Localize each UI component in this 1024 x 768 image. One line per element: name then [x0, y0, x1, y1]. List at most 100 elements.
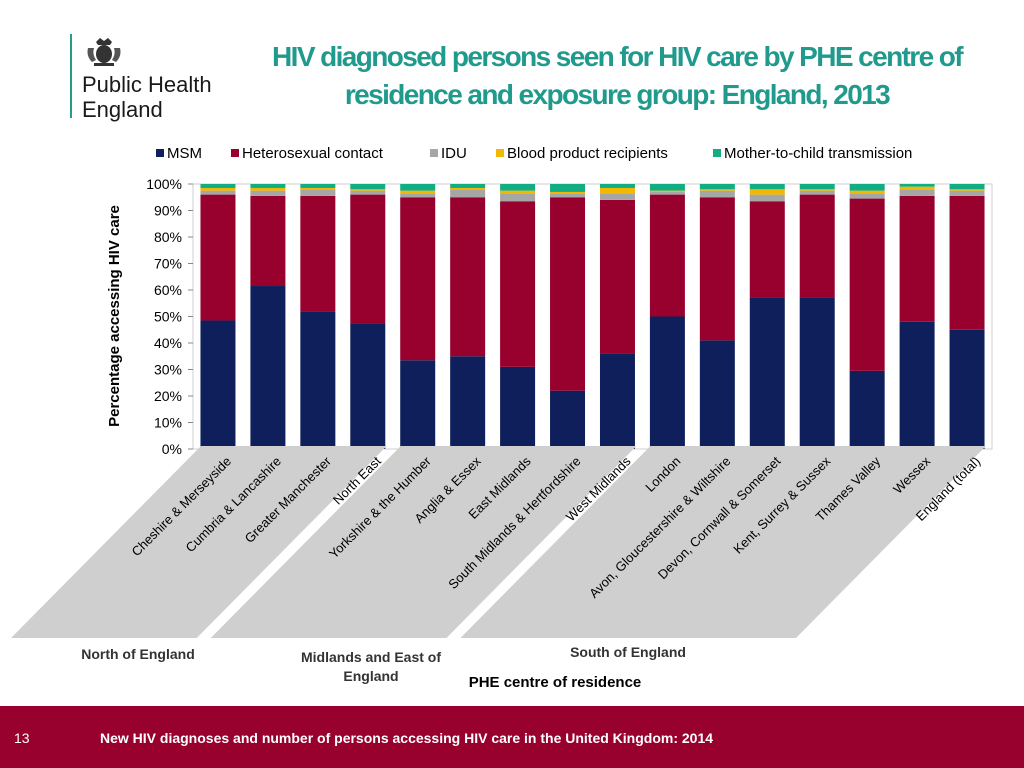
group-label-midlands-and-east-of-england: Midlands and East of England: [301, 649, 441, 684]
bar-segment-msm: [250, 286, 286, 449]
bar-segment-heterosexual-contact: [250, 195, 286, 287]
bar-segment-heterosexual-contact: [200, 194, 236, 321]
bar-segment-idu: [200, 190, 236, 195]
legend-swatch-msm: [156, 149, 164, 157]
bar-segment-mother-to-child-transmission: [550, 184, 586, 192]
legend-label-idu: IDU: [441, 145, 467, 162]
legend-swatch-idu: [430, 149, 438, 157]
bar-segment-msm: [599, 353, 635, 449]
bar-segment-heterosexual-contact: [500, 201, 536, 367]
bar-segment-heterosexual-contact: [550, 197, 586, 391]
bar-segment-idu: [500, 193, 536, 202]
bar-segment-msm: [949, 329, 985, 449]
bar-segment-mother-to-child-transmission: [899, 184, 935, 187]
bar-segment-blood-product-recipients: [500, 190, 536, 194]
bar-segment-mother-to-child-transmission: [649, 184, 685, 191]
bar-segment-blood-product-recipients: [899, 186, 935, 190]
bar-segment-mother-to-child-transmission: [599, 184, 635, 188]
royal-crest-icon: [87, 38, 121, 66]
logo-line-2: England: [82, 97, 163, 122]
bar-segment-idu: [300, 189, 336, 196]
bar-segment-mother-to-child-transmission: [500, 184, 536, 191]
bar-segment-heterosexual-contact: [300, 195, 336, 312]
legend-swatch-mother-to-child-transmission: [713, 149, 721, 157]
bar-segment-mother-to-child-transmission: [400, 184, 436, 191]
stacked-bar-chart: MSM Heterosexual contact IDU Blood product …: [11, 145, 993, 691]
bar-segment-blood-product-recipients: [250, 187, 286, 191]
bar-segment-msm: [849, 370, 885, 449]
bar-segment-idu: [550, 193, 586, 198]
bar-segment-blood-product-recipients: [849, 190, 885, 194]
bar-segment-idu: [450, 189, 486, 198]
bar-segment-blood-product-recipients: [350, 189, 386, 191]
bar-segment-blood-product-recipients: [649, 190, 685, 192]
bar-segment-heterosexual-contact: [400, 197, 436, 361]
bar-segment-blood-product-recipients: [300, 187, 336, 190]
x-axis-title: PHE centre of residence: [469, 674, 642, 691]
bar-segment-blood-product-recipients: [450, 187, 486, 190]
bar-segment-msm: [649, 316, 685, 449]
group-label-north-of-england: North of England: [81, 646, 195, 662]
y-tick-label: 90%: [154, 203, 182, 219]
page-title: HIV diagnosed persons seen for HIV care …: [272, 41, 964, 110]
y-tick-label: 70%: [154, 256, 182, 272]
bar-segment-heterosexual-contact: [699, 197, 735, 341]
logo-line-1: Public Health: [82, 72, 212, 97]
bar-segment-mother-to-child-transmission: [699, 184, 735, 190]
bar-segment-mother-to-child-transmission: [250, 184, 286, 188]
bar-segment-msm: [799, 297, 835, 449]
bar-segment-msm: [400, 360, 436, 449]
bar-segment-msm: [550, 390, 586, 449]
bar-segment-blood-product-recipients: [200, 187, 236, 191]
bar-segment-heterosexual-contact: [949, 195, 985, 330]
y-tick-label: 80%: [154, 229, 182, 245]
bar-segment-blood-product-recipients: [550, 191, 586, 194]
bar-segment-idu: [899, 189, 935, 196]
bar-segment-blood-product-recipients: [799, 189, 835, 191]
bar-segment-blood-product-recipients: [599, 187, 635, 194]
bar-segment-msm: [699, 340, 735, 449]
bar-segment-idu: [250, 190, 286, 196]
bar-segment-msm: [300, 311, 336, 449]
bar-segment-idu: [649, 191, 685, 195]
bar-segment-mother-to-child-transmission: [849, 184, 885, 191]
phe-logo: Public Health England: [70, 34, 220, 124]
y-tick-label: 40%: [154, 335, 182, 351]
legend-label-mother-to-child-transmission: Mother-to-child transmission: [724, 145, 912, 162]
bar-segment-idu: [949, 190, 985, 196]
bar-segment-mother-to-child-transmission: [949, 184, 985, 190]
logo-accent-bar: [70, 34, 72, 118]
bar-segment-idu: [799, 190, 835, 195]
bar-segment-mother-to-child-transmission: [749, 184, 785, 190]
footer-bar: 13 New HIV diagnoses and number of perso…: [0, 706, 1024, 768]
bar-segment-heterosexual-contact: [350, 194, 386, 324]
page-number: 13: [14, 730, 30, 746]
bar-segment-idu: [350, 190, 386, 195]
group-band-midlands-and-east-of-england: [210, 446, 637, 638]
bar-segment-msm: [450, 356, 486, 449]
bar-segment-heterosexual-contact: [849, 198, 885, 371]
bar-segment-heterosexual-contact: [799, 194, 835, 298]
bar-segment-heterosexual-contact: [899, 195, 935, 322]
group-band-south-of-england: [460, 446, 986, 638]
bar-segment-idu: [699, 190, 735, 198]
legend-swatch-heterosexual-contact: [231, 149, 239, 157]
legend-label-heterosexual-contact: Heterosexual contact: [242, 145, 384, 162]
y-tick-label: 50%: [154, 309, 182, 325]
y-tick-label: 60%: [154, 282, 182, 298]
bar-segment-blood-product-recipients: [749, 189, 785, 195]
legend-label-blood-product-recipients: Blood product recipients: [507, 145, 668, 162]
y-tick-label: 20%: [154, 388, 182, 404]
bar-segment-idu: [599, 193, 635, 200]
group-band-north-of-england: [11, 446, 387, 638]
footer-caption: New HIV diagnoses and number of persons …: [100, 730, 714, 746]
legend-label-msm: MSM: [167, 145, 202, 162]
bar-segment-blood-product-recipients: [400, 190, 436, 194]
bar-segment-msm: [500, 366, 536, 449]
bar-segment-idu: [749, 194, 785, 202]
bar-segment-mother-to-child-transmission: [799, 184, 835, 190]
y-tick-label: 10%: [154, 415, 182, 431]
bar-segment-heterosexual-contact: [749, 201, 785, 298]
bar-segment-msm: [350, 323, 386, 449]
bar-segment-msm: [899, 321, 935, 449]
